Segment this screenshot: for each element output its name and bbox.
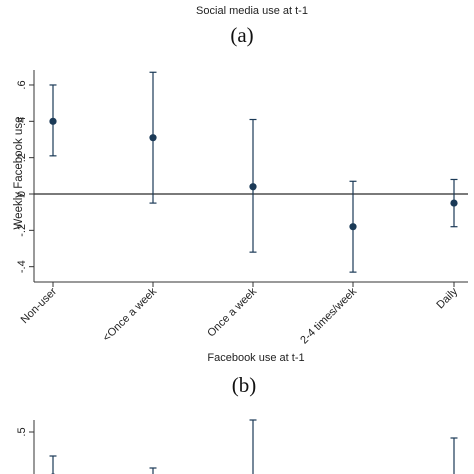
data-point (349, 223, 357, 231)
x-tick-label: <Once a week (101, 285, 160, 344)
panel-a-label: (a) (230, 23, 253, 47)
panel-b-title: Facebook use at t-1 (207, 352, 304, 364)
data-marks (49, 71, 458, 273)
panel-b: Facebook use at t-1 (b) .5 (16, 352, 458, 474)
panel-b-y-ticks: .5 (16, 427, 34, 437)
y-tick-label: .5 (16, 427, 28, 436)
y-axis-title: Weekly Facebook use (13, 117, 25, 230)
x-tick-label: Daily (434, 285, 460, 311)
panel-a: Social media use at t-1 (a) Weekly Faceb… (13, 5, 468, 346)
panel-b-data-marks (49, 419, 458, 474)
x-tick-label: Non-user (19, 285, 60, 326)
y-tick-label: 0 (16, 191, 28, 197)
x-tick-label: Once a week (205, 285, 259, 339)
data-point (149, 134, 157, 142)
y-tick-label: -.2 (16, 224, 28, 237)
data-point (450, 199, 458, 207)
panel-b-label: (b) (232, 373, 257, 397)
panel-a-title: Social media use at t-1 (196, 5, 308, 17)
y-tick-label: -.4 (16, 260, 28, 273)
x-ticks: Non-user <Once a week Once a week 2-4 times… (19, 282, 460, 346)
x-tick-label: 2-4 times/week (298, 285, 359, 346)
data-point (249, 183, 257, 191)
y-ticks: .6 .4 .2 0 -.2 -.4 (16, 80, 34, 273)
y-tick-label: .6 (16, 80, 28, 89)
y-tick-label: .2 (16, 153, 28, 162)
data-point (49, 117, 57, 125)
y-tick-label: .4 (16, 117, 28, 126)
